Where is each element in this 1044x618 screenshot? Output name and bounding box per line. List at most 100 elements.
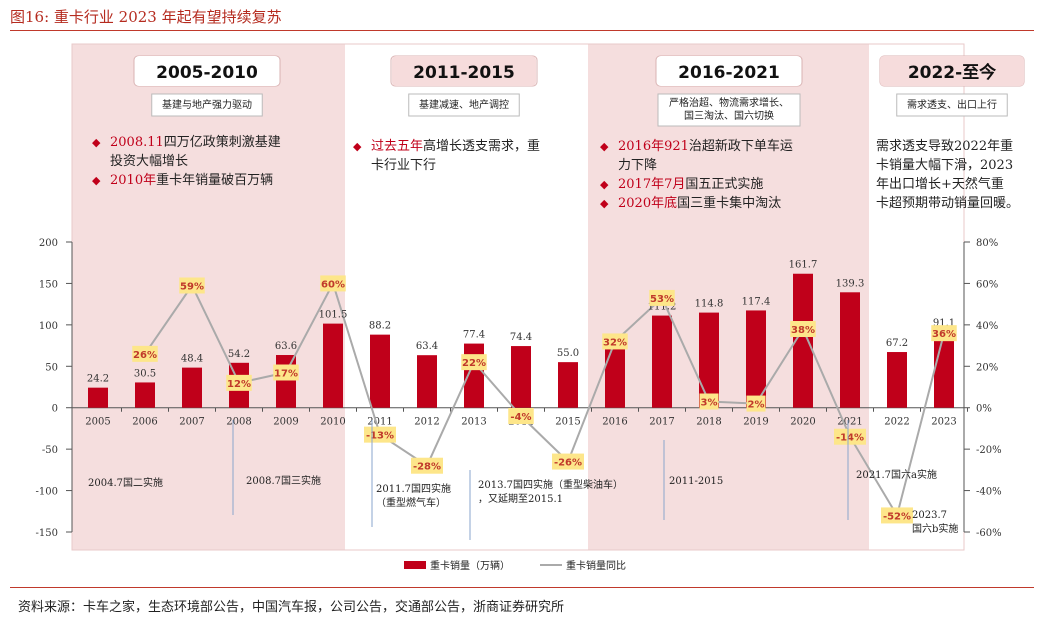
period-title-fill-1 [392,56,536,86]
annotation-text: 2021.7国六a实施 [856,468,937,481]
annotation-text: 2011.7国四实施 [376,482,451,495]
bullet-text-cont: 力下降 [618,158,657,173]
period-subtitle: 基建与地产强力驱动 [162,98,252,111]
yoy-label-bg [273,364,299,381]
bar-value-label: 54.2 [228,349,250,360]
period-subtitle: 严格治超、物流需求增长、 [669,96,789,109]
x-tick: 2022 [884,417,909,428]
yoy-value-label: 36% [932,329,956,340]
yoy-value-label: -28% [413,462,441,473]
bullet-text-cont: 卡行业下行 [371,158,436,173]
x-tick: 2023 [931,417,956,428]
yoy-label-bg [834,428,866,445]
legend-line-label: 重卡销量同比 [566,559,626,572]
chart-svg: 200 150 100 50 0 -50 -100 -150 80% 60% 40% 20% 0% -20… [36,43,1025,572]
x-tick: 2016 [602,417,627,428]
bar [887,352,907,408]
yoy-value-label: -14% [836,433,864,444]
period-title-fill-2 [657,56,801,86]
x-tick: 2020 [790,417,815,428]
y-left-tick: 100 [39,321,58,332]
bar [746,310,766,408]
period-subtitle-box [657,93,801,127]
bullet-text-cont: 投资大幅增长 [110,153,188,169]
bullet-text: 2010年重卡年销量破百万辆 [110,172,273,188]
x-tick: 2007 [179,417,204,428]
yoy-value-label: 26% [133,350,157,361]
x-tick: 2021 [837,417,862,428]
annotation-text: 2013.7国四实施（重型柴油车） [478,478,623,491]
yoy-value-label: 53% [650,294,674,305]
yoy-value-label: 17% [274,369,298,380]
bar-value-label: 30.5 [134,368,156,379]
legend: 重卡销量（万辆） 重卡销量同比 [404,559,626,572]
bar-value-label: 63.4 [416,341,438,352]
period-description: 卡超预期带动销量回暖。 [876,196,1019,211]
bar [182,367,202,408]
bar [699,312,719,408]
yoy-value-label: -4% [510,412,531,423]
bullet-text: 2020年底国三重卡集中淘汰 [618,195,781,211]
x-tick: 2005 [85,417,110,428]
y-left-tick: 150 [39,279,58,290]
yoy-label-bg [179,277,205,294]
y-right-tick: -20% [976,445,1002,456]
period-panel-2 [588,44,869,550]
y-left-tick: -100 [36,487,58,498]
bar [934,332,954,408]
yoy-value-label: 59% [180,282,204,293]
bullet-diamond: ◆ [92,136,101,149]
x-tick: 2018 [696,417,721,428]
y-left-tick: 50 [45,362,58,373]
yoy-value-label: 3% [701,398,718,409]
top-rule [10,30,1034,31]
period-title: 2022-至今 [908,62,996,83]
yoy-label-bg [699,393,719,410]
yoy-label-bg [320,275,346,292]
x-tick: 2010 [320,417,345,428]
bar-value-label: 77.4 [463,330,485,341]
bar-value-label: 161.7 [789,260,818,271]
bullet-diamond: ◆ [600,178,609,191]
yoy-label-bg [649,289,675,306]
x-tick: 2015 [555,417,580,428]
period-subtitle: 基建减速、地产调控 [419,98,509,111]
yoy-value-label: 22% [462,358,486,369]
legend-bar-swatch [404,561,426,569]
bar-value-label: 114.8 [695,299,724,310]
bar-value-label: 101.5 [319,310,348,321]
bullet-diamond: ◆ [600,197,609,210]
yoy-value-label: -13% [366,431,394,442]
period-title: 2005-2010 [156,63,258,83]
x-tick: 2012 [414,417,439,428]
yoy-label-bg [132,345,158,362]
period-panel-3 [869,44,964,550]
bar [793,273,813,408]
bar [370,334,390,408]
bullet-text: 2017年7月国五正式实施 [618,177,763,192]
x-tick: 2017 [649,417,674,428]
y-left-tick: 200 [39,238,58,249]
yoy-label-bg [790,321,816,337]
yoy-label-bg [881,507,913,524]
annotation-text: 2008.7国三实施 [246,474,321,487]
period-subtitle-box [896,93,1008,117]
yoy-label-bg [461,354,487,371]
bar [417,355,437,408]
bar-value-label: 24.2 [87,374,109,385]
x-tick: 2006 [132,417,157,428]
bar [323,323,343,408]
period-title-fill-0 [135,56,279,86]
period-subtitle-box [151,93,263,117]
bullet-diamond: ◆ [600,140,609,153]
yoy-label-bg [508,408,534,424]
yoy-label-bg [931,325,957,342]
bar-value-label: 139.3 [836,278,865,289]
y-right-tick: 20% [976,362,998,373]
bar [840,292,860,408]
period-description: 需求透支导致2022年重 [876,138,1013,154]
y-left-tick: -150 [36,528,58,539]
period-panel-0 [72,44,345,550]
figure-title: 图16: 重卡行业 2023 年起有望持续复苏 [10,8,282,26]
annotation-text: ，又延期至2015.1 [478,493,563,505]
